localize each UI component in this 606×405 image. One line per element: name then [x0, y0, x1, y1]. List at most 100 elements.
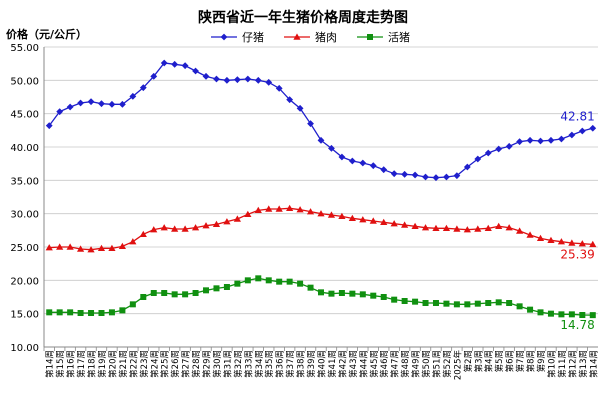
data-point — [306, 208, 315, 215]
x-tick-label: 第46周 — [379, 350, 390, 378]
y-axis-label: 价格（元/公斤） — [6, 27, 87, 41]
data-point — [150, 72, 158, 80]
x-axis-ticks: 第14周 第15周 第16周 第17周 第18周 第19周 第20周 第21周 第22周 第23周… — [43, 347, 599, 380]
data-point — [568, 131, 576, 139]
data-label: 25.39 — [560, 247, 594, 261]
data-point — [547, 236, 555, 244]
y-tick-label: 55.00 — [10, 43, 39, 54]
data-point — [244, 75, 252, 83]
x-tick-label: 第19周 — [97, 350, 108, 378]
data-point — [139, 230, 147, 238]
data-point — [380, 218, 388, 226]
data-point — [56, 108, 64, 116]
x-tick-label: 第13周 — [578, 350, 589, 378]
data-point — [557, 238, 566, 245]
x-tick-label: 第28周 — [191, 350, 202, 378]
data-point — [516, 138, 524, 146]
x-tick-label: 第32周 — [233, 350, 244, 378]
x-tick-label: 第35周 — [264, 350, 275, 378]
series-猪肉 — [45, 204, 597, 253]
data-point — [578, 127, 586, 135]
data-point — [87, 98, 95, 106]
data-point — [463, 226, 471, 233]
x-tick-label: 第12周 — [567, 350, 578, 378]
data-point — [506, 300, 513, 306]
data-label: 42.81 — [560, 109, 594, 123]
data-label: 14.78 — [560, 318, 594, 332]
data-point — [453, 301, 460, 308]
data-point — [56, 309, 63, 316]
data-point — [401, 170, 409, 178]
x-tick-label: 第11周 — [557, 350, 568, 378]
data-point — [558, 311, 565, 318]
data-point — [526, 136, 534, 144]
data-point — [118, 100, 126, 108]
x-tick-label: 第7周 — [515, 350, 526, 372]
data-point — [203, 287, 210, 294]
x-tick-label: 第2周 — [463, 350, 474, 372]
data-point — [181, 62, 189, 70]
data-point — [286, 278, 293, 285]
y-tick-label: 15.00 — [10, 310, 39, 321]
data-point — [349, 290, 356, 297]
data-point — [56, 243, 64, 250]
x-tick-label: 第34周 — [254, 350, 265, 378]
x-tick-label: 第5周 — [494, 350, 505, 372]
x-tick-label: 第30周 — [212, 350, 223, 378]
data-point — [212, 220, 221, 228]
data-point — [453, 172, 461, 180]
data-point — [140, 294, 147, 300]
x-tick-label: 第14周 — [588, 350, 599, 378]
data-point — [108, 309, 115, 316]
x-tick-label: 第20周 — [107, 350, 118, 378]
x-tick-label: 第47周 — [390, 350, 401, 378]
legend-label: 仔猪 — [242, 31, 264, 44]
x-tick-label: 第41周 — [327, 350, 338, 378]
data-point — [421, 224, 430, 231]
data-point — [296, 206, 304, 213]
data-point — [265, 277, 272, 284]
data-point — [307, 284, 314, 291]
data-point — [76, 245, 85, 252]
data-point — [297, 280, 304, 287]
data-point — [234, 280, 241, 287]
x-tick-label: 第48周 — [400, 350, 411, 378]
x-tick-label: 第29周 — [202, 350, 213, 378]
x-tick-label: 第44周 — [358, 350, 369, 378]
x-tick-label: 第52周 — [442, 350, 453, 378]
plot-frame — [43, 47, 598, 348]
data-point — [66, 243, 74, 250]
data-point — [327, 211, 336, 218]
data-point — [527, 306, 534, 313]
data-point — [129, 301, 136, 308]
data-point — [484, 149, 492, 157]
x-tick-label: 第31周 — [222, 350, 233, 378]
data-point — [568, 239, 576, 246]
data-point — [108, 100, 116, 108]
data-point — [265, 205, 273, 212]
x-tick-label: 第8周 — [526, 350, 537, 372]
data-point — [296, 104, 304, 112]
data-point — [160, 59, 168, 67]
y-tick-label: 50.00 — [10, 76, 39, 87]
data-point — [129, 92, 137, 100]
data-point — [244, 210, 252, 218]
data-point — [485, 300, 492, 306]
data-point — [380, 294, 387, 300]
legend-marker — [220, 33, 228, 41]
data-point — [338, 153, 346, 161]
data-point — [66, 103, 74, 111]
x-tick-label: 第24周 — [149, 350, 160, 378]
x-tick-label: 第50周 — [421, 350, 432, 378]
data-point — [411, 171, 419, 179]
data-point — [98, 310, 105, 316]
end-labels: 42.81 25.39 14.78 — [560, 109, 594, 332]
data-point — [129, 238, 137, 245]
data-point — [338, 212, 346, 220]
y-tick-label: 35.00 — [10, 176, 39, 187]
data-point — [474, 225, 482, 232]
x-tick-label: 第23周 — [139, 350, 150, 378]
data-point — [77, 99, 84, 107]
